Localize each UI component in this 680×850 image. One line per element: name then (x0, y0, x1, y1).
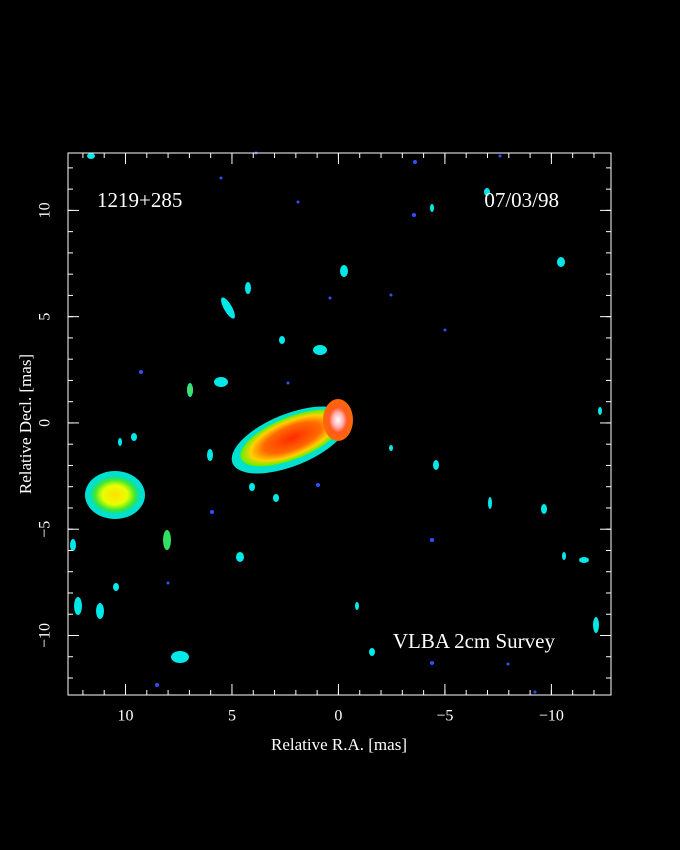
y-tick-label: −10 (37, 623, 54, 648)
x-axis-label: Relative R.A. [mas] (271, 735, 407, 754)
jet (240, 409, 344, 467)
epoch: 07/03/98 (484, 188, 559, 212)
y-tick-label: 0 (37, 419, 54, 427)
noise-blue (139, 151, 537, 694)
x-tick-label: 0 (334, 708, 342, 725)
x-tick-label: −5 (436, 708, 453, 725)
survey-label: VLBA 2cm Survey (393, 629, 556, 653)
y-tick-label: 10 (37, 202, 54, 218)
blob (90, 476, 140, 514)
source-name: 1219+285 (97, 188, 182, 212)
noise-green (163, 530, 171, 550)
noise-green (187, 384, 193, 396)
y-tick-label: −5 (37, 521, 54, 538)
x-tick-label: 10 (117, 708, 133, 725)
emission (70, 151, 602, 694)
x-tick-label: −10 (539, 708, 564, 725)
x-tick-label: 5 (228, 708, 236, 725)
plot-frame (67, 152, 612, 696)
y-axis-label: Relative Decl. [mas] (16, 354, 35, 494)
y-tick-label: 5 (37, 313, 54, 321)
core (323, 399, 353, 441)
